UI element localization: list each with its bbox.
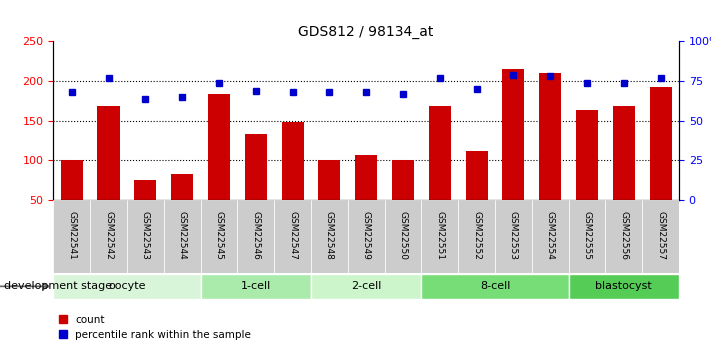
Bar <box>569 274 679 299</box>
Bar <box>53 274 201 299</box>
Bar <box>201 200 237 273</box>
Text: GSM22542: GSM22542 <box>104 211 113 260</box>
Bar <box>605 200 642 273</box>
Text: GSM22557: GSM22557 <box>656 211 665 260</box>
Text: blastocyst: blastocyst <box>595 282 652 291</box>
Bar <box>208 94 230 240</box>
Text: 1-cell: 1-cell <box>240 282 271 291</box>
Bar <box>134 180 156 240</box>
Text: GSM22554: GSM22554 <box>545 211 555 260</box>
Text: GSM22553: GSM22553 <box>509 211 518 260</box>
Bar <box>613 107 635 240</box>
Text: GSM22543: GSM22543 <box>141 211 150 260</box>
Bar <box>495 200 532 273</box>
Bar <box>355 155 378 240</box>
Bar <box>164 200 201 273</box>
Bar <box>311 274 422 299</box>
Text: 2-cell: 2-cell <box>351 282 381 291</box>
Bar <box>171 174 193 240</box>
Bar <box>539 73 561 240</box>
Text: GSM22555: GSM22555 <box>582 211 592 260</box>
Bar <box>503 69 525 240</box>
Bar <box>422 274 569 299</box>
Bar <box>348 200 385 273</box>
Bar <box>422 200 458 273</box>
Bar <box>569 200 605 273</box>
Text: GSM22545: GSM22545 <box>215 211 223 260</box>
Text: GSM22544: GSM22544 <box>178 211 187 260</box>
Text: GSM22556: GSM22556 <box>619 211 629 260</box>
Bar <box>97 107 119 240</box>
Text: GSM22549: GSM22549 <box>362 211 370 260</box>
Text: GSM22547: GSM22547 <box>288 211 297 260</box>
Bar <box>392 160 414 240</box>
Text: 8-cell: 8-cell <box>480 282 510 291</box>
Bar <box>319 160 341 240</box>
Text: GSM22546: GSM22546 <box>251 211 260 260</box>
Bar <box>576 110 598 240</box>
Bar <box>245 134 267 240</box>
Bar <box>237 200 274 273</box>
Bar <box>127 200 164 273</box>
Bar <box>53 200 90 273</box>
Bar <box>311 200 348 273</box>
Bar <box>466 151 488 240</box>
Bar <box>650 87 672 240</box>
Text: GSM22541: GSM22541 <box>68 211 76 260</box>
Bar <box>60 160 82 240</box>
Text: GSM22552: GSM22552 <box>472 211 481 260</box>
Bar <box>274 200 311 273</box>
Bar <box>458 200 495 273</box>
Text: GSM22550: GSM22550 <box>398 211 407 260</box>
Legend: count, percentile rank within the sample: count, percentile rank within the sample <box>58 315 251 340</box>
Bar <box>642 200 679 273</box>
Text: GSM22551: GSM22551 <box>435 211 444 260</box>
Bar <box>90 200 127 273</box>
Text: GSM22548: GSM22548 <box>325 211 334 260</box>
Title: GDS812 / 98134_at: GDS812 / 98134_at <box>299 25 434 39</box>
Bar <box>201 274 311 299</box>
Bar <box>385 200 422 273</box>
Text: development stage: development stage <box>4 282 112 291</box>
Bar <box>282 121 304 240</box>
Bar <box>532 200 569 273</box>
Text: oocyte: oocyte <box>108 282 146 291</box>
Bar <box>429 107 451 240</box>
